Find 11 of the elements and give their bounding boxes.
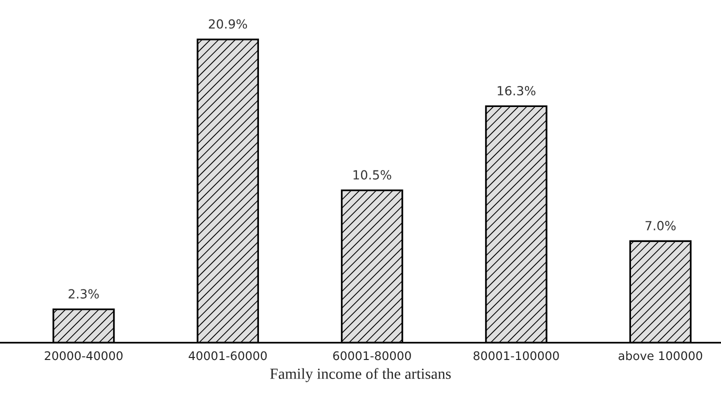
x-tick-label: above 100000 bbox=[618, 351, 702, 360]
x-tick-label: 80001-100000 bbox=[474, 351, 559, 360]
x-tick-label: 60001-80000 bbox=[333, 351, 411, 360]
x-axis-title: Family income of the artisans bbox=[270, 368, 451, 382]
x-tick-label: 40001-60000 bbox=[188, 351, 267, 360]
x-tick-label: 20000-40000 bbox=[44, 351, 123, 360]
data-label: 10.5% bbox=[354, 170, 392, 180]
data-label: 20.9% bbox=[208, 19, 247, 29]
data-label: 7.0% bbox=[646, 220, 676, 230]
data-label: 16.3% bbox=[498, 86, 536, 96]
data-label: 2.3% bbox=[68, 289, 99, 299]
